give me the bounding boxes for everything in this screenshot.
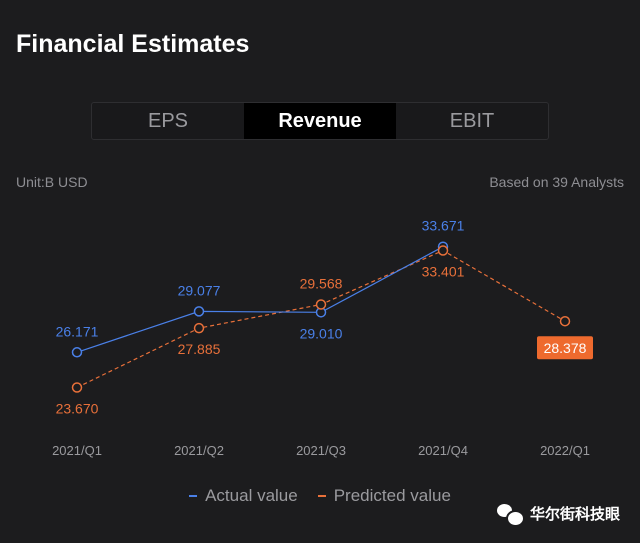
analysts-label: Based on 39 Analysts (489, 174, 624, 190)
watermark: 华尔街科技眼 (496, 502, 620, 527)
data-label: 33.401 (422, 264, 465, 280)
legend-label-actual: Actual value (205, 486, 298, 505)
x-tick-label: 2022/Q1 (540, 443, 590, 458)
data-label: 29.010 (300, 325, 343, 341)
data-point (193, 322, 205, 334)
data-label: 23.670 (56, 400, 99, 416)
data-label: 29.077 (178, 282, 221, 298)
data-label: 29.568 (300, 275, 343, 291)
x-tick-label: 2021/Q2 (174, 443, 224, 458)
data-label: 26.171 (56, 323, 99, 339)
legend-label-predicted: Predicted value (333, 486, 451, 505)
tab-ebit[interactable]: EBIT (449, 109, 495, 132)
series-line-0 (76, 246, 444, 353)
data-label: 33.671 (422, 218, 465, 234)
data-point (437, 245, 449, 256)
tab-eps[interactable]: EPS (147, 109, 189, 132)
legend-swatch-actual (189, 495, 198, 497)
legend-swatch-predicted (317, 495, 326, 497)
wechat-icon (496, 502, 525, 527)
data-point (315, 299, 327, 310)
data-label-highlighted: 28.378 (544, 340, 587, 356)
tab-revenue[interactable]: Revenue (244, 103, 396, 139)
x-tick-label: 2021/Q4 (418, 443, 468, 458)
metric-tabs: EPS Revenue EBIT (91, 102, 549, 140)
highlight-badge (537, 336, 593, 360)
chart-legend: Actual value Predicted value (0, 486, 640, 506)
data-point (71, 347, 83, 358)
legend-item-actual[interactable]: Actual value (189, 486, 298, 506)
series-line-1 (76, 249, 566, 389)
watermark-text: 华尔街科技眼 (529, 505, 620, 523)
unit-label: Unit:B USD (16, 174, 88, 190)
data-label: 27.885 (178, 341, 221, 357)
legend-item-predicted[interactable]: Predicted value (317, 486, 451, 506)
data-point (193, 306, 205, 317)
data-point (71, 382, 83, 393)
page-title: Financial Estimates (16, 30, 250, 58)
x-tick-label: 2021/Q3 (296, 443, 346, 458)
x-tick-label: 2021/Q1 (52, 443, 102, 458)
data-point (559, 315, 571, 327)
